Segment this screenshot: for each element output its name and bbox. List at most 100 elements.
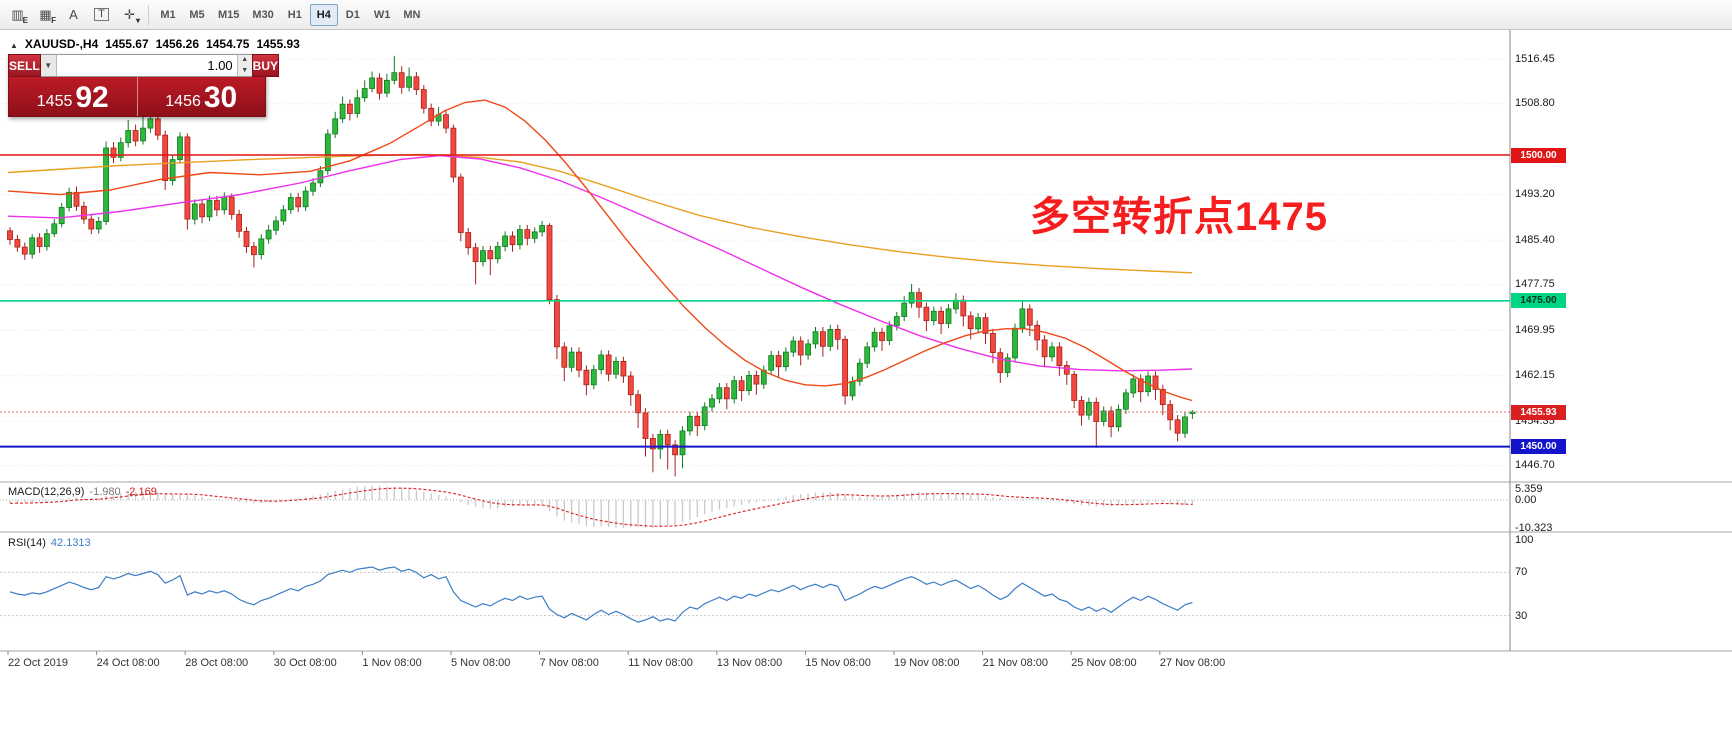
chart-ohlc-header: ▲ XAUUSD-,H4 1455.67 1456.26 1454.75 145…: [10, 37, 300, 51]
spinner-up-icon[interactable]: ▲: [241, 56, 249, 63]
spinner-down-icon[interactable]: ▼: [241, 66, 249, 74]
price-axis-label: 1469.95: [1515, 323, 1555, 336]
price-axis-label: 1446.70: [1515, 459, 1555, 472]
volume-dropdown-icon[interactable]: ▼: [40, 55, 57, 76]
time-axis-label: 30 Oct 08:00: [273, 657, 337, 669]
price-level-badge: 1475.00: [1511, 293, 1566, 309]
timeframe-m5-button[interactable]: M5: [183, 4, 211, 26]
time-axis-label: 24 Oct 08:00: [96, 657, 160, 669]
macd-indicator: [0, 485, 1510, 529]
sell-price-main: 1455: [36, 93, 73, 110]
rsi-axis-label: 70: [1515, 566, 1528, 579]
ma-fast-red: [7, 99, 1193, 402]
chart-annotation: 多空转折点1475: [1030, 195, 1328, 239]
open-value: 1455.67: [105, 37, 149, 51]
current-price-badge: 1455.93: [1511, 404, 1566, 420]
price-level-badge: 1500.00: [1511, 147, 1566, 163]
rsi-name: RSI(14): [8, 537, 46, 549]
text-tool-icon: T: [94, 8, 109, 21]
collapse-triangle-icon: ▲: [10, 41, 18, 50]
price-axis-label: 1516.45: [1515, 52, 1555, 65]
rsi-indicator: [0, 566, 1510, 623]
chart-bars-icon: ▥: [11, 7, 24, 22]
time-axis-label: 13 Nov 08:00: [716, 657, 783, 669]
trade-prices-row: 1455 92 1456 30: [8, 77, 266, 117]
volume-control[interactable]: ▼ ▲▼: [40, 54, 252, 77]
macd-axis-label: -10.323: [1515, 522, 1553, 535]
high-value: 1456.26: [155, 37, 200, 51]
time-axis-label: 5 Nov 08:00: [451, 657, 511, 669]
volume-spinner[interactable]: ▲ ▼: [236, 55, 252, 76]
ma-medium-magenta: [7, 154, 1193, 372]
cursor-tool-icon[interactable]: A: [60, 3, 87, 27]
sell-button[interactable]: SELL: [8, 54, 41, 77]
price-level-badge: 1450.00: [1511, 439, 1566, 455]
price-axis-label: 1485.40: [1515, 233, 1555, 246]
price-axis-label: 1508.80: [1515, 97, 1555, 110]
volume-input[interactable]: [56, 55, 237, 76]
price-gridlines: [0, 58, 1510, 467]
macd-panel-title: MACD(12,26,9) -1.980 -2.169: [8, 486, 157, 498]
level-lines: [0, 154, 1510, 448]
close-value: 1455.93: [256, 37, 300, 51]
macd-axis-label: 5.359: [1515, 483, 1543, 495]
text-tool-icon[interactable]: T: [88, 3, 115, 27]
chart-bars-icon[interactable]: ▥ E: [4, 3, 31, 27]
time-axis-label: 27 Nov 08:00: [1159, 657, 1226, 669]
indicators-grid-icon[interactable]: ▦ F: [32, 3, 59, 27]
toolbar: ▥ E ▦ F A T ✛ ▾ M1 M5 M15 M30 H1 H4 D1 W1 MN: [0, 0, 1732, 30]
cursor-tool-icon: A: [69, 7, 78, 22]
chart-bars-icon-badge: E: [22, 15, 28, 25]
timeframe-d1-button[interactable]: D1: [339, 4, 367, 26]
timeframe-m1-button[interactable]: M1: [154, 4, 182, 26]
time-axis-label: 22 Oct 2019: [8, 657, 68, 669]
timeframe-mn-button[interactable]: MN: [397, 4, 426, 26]
time-axis-label: 25 Nov 08:00: [1071, 657, 1137, 669]
macd-signal-value: -2.169: [125, 486, 157, 498]
rsi-value: 42.1313: [50, 537, 91, 549]
rsi-axis-label: 100: [1515, 534, 1534, 546]
candlesticks: [7, 55, 1196, 477]
macd-main-value: -1.980: [89, 486, 121, 498]
time-axis-label: 28 Oct 08:00: [185, 657, 249, 669]
panel-separators: [0, 30, 1732, 655]
time-axis-label: 15 Nov 08:00: [805, 657, 871, 669]
timeframe-h1-button[interactable]: H1: [281, 4, 309, 26]
sell-price-pips: 92: [75, 81, 109, 114]
macd-axis-label: 0.00: [1515, 494, 1537, 506]
timeframe-group: M1 M5 M15 M30 H1 H4 D1 W1 MN: [154, 3, 426, 26]
timeframe-m15-button[interactable]: M15: [212, 4, 245, 26]
rsi-line: [9, 566, 1193, 623]
low-value: 1454.75: [206, 37, 250, 51]
toolbar-icon-group: ▥ E ▦ F A T ✛ ▾: [4, 3, 143, 27]
buy-button[interactable]: BUY: [251, 54, 280, 77]
buy-price-pips: 30: [203, 81, 238, 114]
time-axis-label: 7 Nov 08:00: [539, 657, 599, 669]
time-axis-label: 1 Nov 08:00: [362, 657, 422, 669]
crosshair-tool-icon-badge: ▾: [135, 15, 140, 25]
macd-name: MACD(12,26,9): [8, 486, 85, 498]
toolbar-separator: [148, 4, 149, 25]
crosshair-tool-icon: ✛: [124, 7, 135, 22]
crosshair-tool-icon[interactable]: ✛ ▾: [116, 3, 143, 27]
timeframe-h4-button[interactable]: H4: [309, 3, 338, 26]
price-axis-label: 1493.20: [1515, 188, 1555, 201]
timeframe-m30-button[interactable]: M30: [246, 4, 279, 26]
buy-price-main: 1456: [165, 93, 201, 110]
timeframe-w1-button[interactable]: W1: [368, 4, 397, 26]
time-axis-label: 11 Nov 08:00: [628, 657, 693, 669]
rsi-panel-title: RSI(14) 42.1313: [8, 537, 91, 549]
macd-signal-line: [9, 487, 1193, 527]
indicators-grid-icon: ▦: [39, 7, 52, 22]
symbol-timeframe-label: XAUUSD-,H4: [24, 37, 99, 51]
time-axis-label: 21 Nov 08:00: [982, 657, 1049, 669]
sell-price-display[interactable]: 1455 92: [9, 77, 138, 116]
price-axis-label: 1477.75: [1515, 278, 1555, 291]
indicators-grid-icon-badge: F: [51, 15, 56, 25]
time-axis-label: 19 Nov 08:00: [894, 657, 960, 669]
buy-price-display[interactable]: 1456 30: [138, 77, 266, 116]
price-axis-label: 1462.15: [1515, 369, 1555, 382]
